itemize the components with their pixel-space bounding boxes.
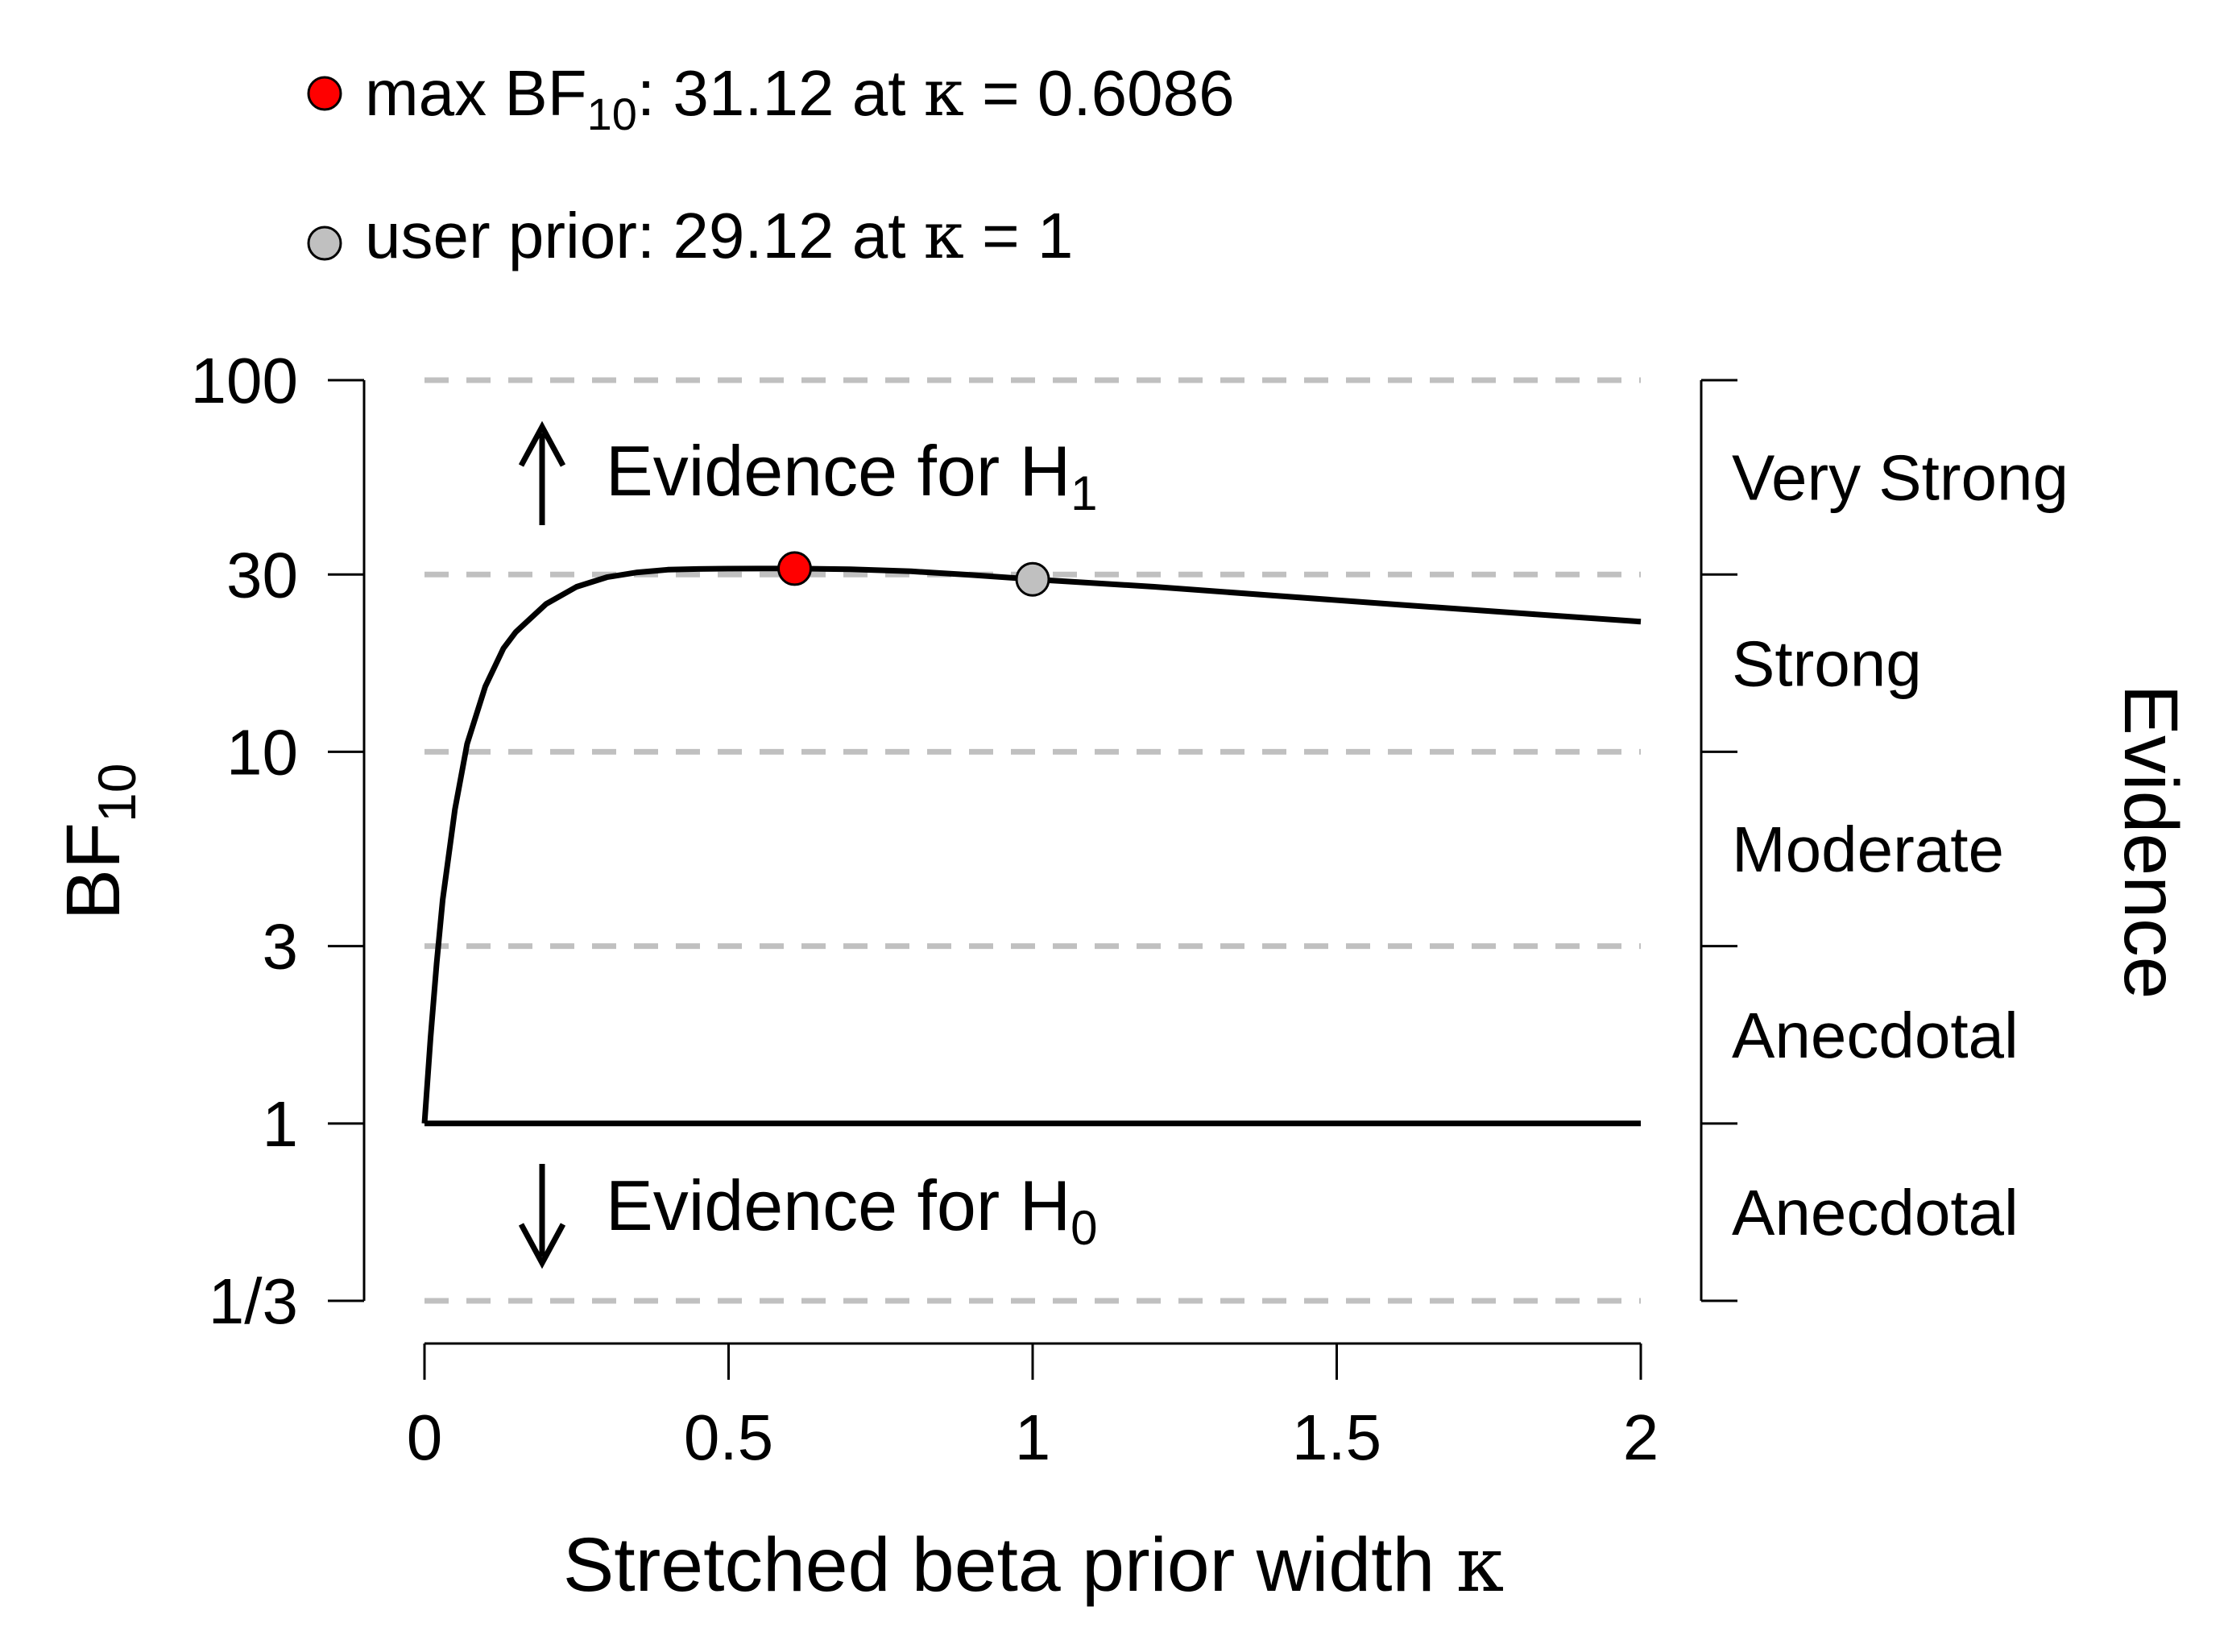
evidence-category-label: Moderate [1732, 814, 2004, 885]
x-tick-label: 0.5 [684, 1402, 773, 1473]
bf10-series-line [421, 565, 1642, 1124]
evidence-h1-label: Evidence for H [606, 431, 1071, 511]
evidence-h0-label: Evidence for H [606, 1166, 1071, 1245]
evidence-h1-subscript: 1 [1071, 466, 1097, 520]
reference-gridlines [424, 377, 1641, 1304]
legend: max BF10: 31.12 at κ = 0.6086 user prior… [307, 56, 1235, 273]
x-axis-title-kappa: κ [1456, 1521, 1504, 1609]
legend-label-subscript: 10 [587, 89, 637, 139]
legend-label-rest: : 31.12 at [637, 57, 906, 129]
legend-entry-max-bf: max BF10: 31.12 at κ = 0.6086 [365, 56, 1235, 139]
y-axis: 1/3 1 3 10 30 100 [191, 345, 366, 1337]
y-axis-title-subscript: 10 [87, 764, 147, 822]
y-axis-title-text: BF [51, 822, 136, 920]
legend-value: 0.6086 [1037, 57, 1235, 129]
x-axis-title: Stretched beta prior width κ [563, 1521, 1504, 1609]
evidence-axis: Very Strong Strong Moderate Anecdotal Anecdo… [1700, 379, 2069, 1302]
evidence-h0-annotation: Evidence for H0 [518, 1164, 1098, 1269]
legend-entry-user-prior: user prior: 29.12 at κ = 1 [365, 198, 1073, 273]
x-axis: 0 0.5 1 1.5 2 [407, 1342, 1659, 1473]
y-axis-title: BF10 [51, 764, 147, 921]
y-tick-label: 1 [263, 1088, 299, 1160]
x-axis-title-text: Stretched beta prior width [563, 1522, 1435, 1608]
down-arrow-head-icon [518, 1223, 566, 1269]
max-bf-point [776, 551, 812, 586]
y-tick-label: 30 [226, 539, 298, 611]
evidence-h0-text: Evidence for H0 [606, 1166, 1098, 1255]
up-arrow-head-icon [518, 420, 566, 467]
evidence-axis-title: Evidence [2108, 685, 2193, 1000]
x-tick-label: 1.5 [1292, 1402, 1381, 1473]
legend-marker-user-prior [307, 226, 342, 261]
evidence-h1-annotation: Evidence for H1 [518, 420, 1098, 525]
legend-label-rest: : 29.12 at [637, 200, 906, 271]
evidence-h1-text: Evidence for H1 [606, 431, 1098, 520]
x-tick-label: 0 [407, 1402, 443, 1473]
evidence-h0-subscript: 0 [1071, 1201, 1097, 1255]
x-tick-label: 1 [1015, 1402, 1051, 1473]
series-layer [421, 565, 1642, 1127]
legend-value: 1 [1037, 200, 1074, 271]
y-tick-label: 3 [263, 911, 299, 983]
evidence-category-label: Anecdotal [1732, 1177, 2019, 1248]
y-tick-label: 1/3 [209, 1265, 298, 1337]
evidence-category-label: Very Strong [1732, 442, 2069, 514]
legend-kappa: κ [924, 198, 964, 273]
legend-label: user prior [365, 200, 637, 271]
evidence-category-label: Anecdotal [1732, 1000, 2019, 1071]
points-layer [776, 551, 1050, 597]
y-tick-label: 10 [226, 716, 298, 788]
legend-label: max BF [365, 57, 587, 129]
legend-equals: = [982, 200, 1020, 271]
legend-equals: = [982, 57, 1020, 129]
legend-kappa: κ [924, 56, 964, 130]
x-tick-label: 2 [1623, 1402, 1659, 1473]
y-tick-label: 100 [191, 345, 298, 416]
legend-marker-max-bf [307, 76, 342, 111]
user-prior-point [1015, 561, 1050, 597]
evidence-category-label: Strong [1732, 627, 1922, 699]
